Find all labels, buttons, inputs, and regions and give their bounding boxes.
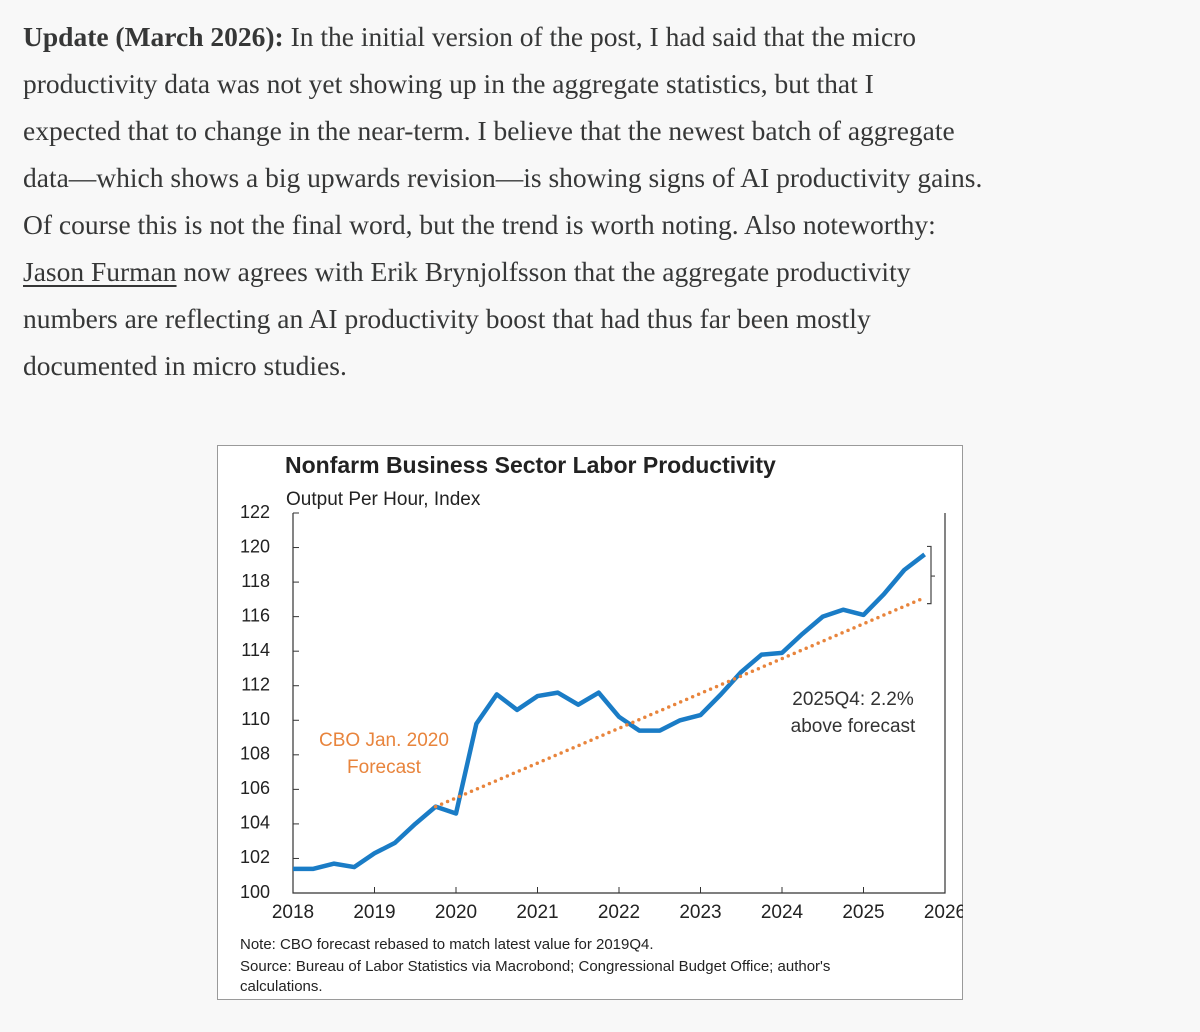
y-tick-label: 120	[240, 536, 270, 556]
chart-subtitle: Output Per Hour, Index	[286, 489, 481, 510]
x-tick-label: 2020	[435, 902, 477, 923]
chart-frame	[217, 445, 963, 1000]
chart-note: Note: CBO forecast rebased to match late…	[240, 936, 654, 953]
chart: Nonfarm Business Sector Labor Productivi…	[217, 445, 964, 1000]
x-tick-label: 2025	[842, 902, 884, 923]
text-line: expected that to change in the near-term…	[23, 115, 955, 147]
x-tick-label: 2023	[679, 902, 721, 923]
text-line: documented in micro studies.	[23, 350, 347, 382]
text-line: productivity data was not yet showing up…	[23, 68, 874, 100]
bold-lead: Update (March 2026):	[23, 21, 284, 52]
x-tick-label: 2024	[761, 902, 804, 923]
text: now agrees with Erik Brynjolfsson that t…	[176, 256, 911, 287]
y-tick-label: 116	[241, 605, 270, 625]
text-line: Update (March 2026): In the initial vers…	[23, 21, 916, 53]
text: Of course this is not the final word, bu…	[23, 209, 936, 240]
chart-source: Source: Bureau of Labor Statistics via M…	[240, 958, 830, 975]
bracket	[927, 545, 935, 605]
text-line: Of course this is not the final word, bu…	[23, 209, 936, 241]
annotation: CBO Jan. 2020	[319, 730, 449, 751]
text-line: data—which shows a big upwards revision—…	[23, 162, 982, 194]
annotation: Forecast	[347, 757, 422, 778]
text: documented in micro studies.	[23, 350, 347, 381]
x-tick-label: 2019	[353, 902, 395, 923]
link[interactable]: Jason Furman	[23, 256, 177, 287]
annotation: above forecast	[791, 716, 916, 737]
y-tick-label: 108	[240, 744, 270, 764]
y-tick-label: 112	[241, 674, 270, 694]
x-tick-label: 2022	[598, 902, 640, 923]
y-tick-label: 100	[240, 882, 270, 902]
series-line	[433, 595, 927, 809]
y-tick-label: 102	[240, 847, 270, 867]
annotation: 2025Q4: 2.2%	[792, 689, 914, 710]
y-tick-label: 114	[241, 640, 270, 660]
x-tick-label: 2018	[272, 902, 314, 923]
text: numbers are reflecting an AI productivit…	[23, 303, 871, 334]
text: productivity data was not yet showing up…	[23, 68, 874, 99]
chart-source: calculations.	[240, 978, 323, 995]
series-line	[293, 552, 926, 872]
y-tick-label: 110	[241, 709, 270, 729]
text: In the initial version of the post, I ha…	[283, 21, 917, 52]
chart-title: Nonfarm Business Sector Labor Productivi…	[285, 452, 776, 478]
y-tick-label: 118	[241, 571, 270, 591]
y-tick-label: 104	[240, 813, 270, 833]
text-line: numbers are reflecting an AI productivit…	[23, 303, 871, 335]
text: expected that to change in the near-term…	[23, 115, 955, 146]
text: data—which shows a big upwards revision—…	[23, 162, 983, 193]
y-tick-label: 106	[240, 778, 270, 798]
y-tick-label: 122	[240, 502, 270, 522]
x-tick-label: 2026	[924, 902, 964, 923]
text-line: Jason Furman now agrees with Erik Brynjo…	[23, 256, 910, 288]
x-tick-label: 2021	[516, 902, 558, 923]
